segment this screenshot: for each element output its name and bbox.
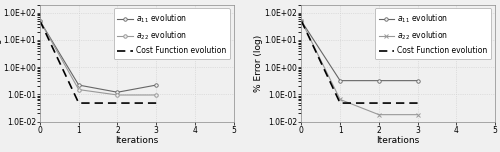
Legend: $a_{11}$ evolution, $a_{22}$ evolution, Cost Function evolution: $a_{11}$ evolution, $a_{22}$ evolution, …: [114, 8, 230, 59]
Cost Function evolution: [114, 102, 120, 104]
Line: $a_{22}$ evolution: $a_{22}$ evolution: [38, 19, 158, 97]
Legend: $a_{11}$ evolution, $a_{22}$ evolution, Cost Function evolution: $a_{11}$ evolution, $a_{22}$ evolution, …: [375, 8, 491, 59]
$a_{11}$ evolution: [76, 84, 82, 86]
$a_{11}$ evolution: [37, 20, 43, 22]
Cost Function evolution: [376, 102, 382, 104]
$a_{11}$ evolution: [376, 80, 382, 82]
$a_{22}$ evolution: [376, 114, 382, 116]
Y-axis label: % Error (log): % Error (log): [254, 35, 263, 92]
X-axis label: Iterations: Iterations: [376, 136, 420, 145]
$a_{11}$ evolution: [337, 80, 343, 82]
Line: $a_{11}$ evolution: $a_{11}$ evolution: [300, 19, 420, 82]
Cost Function evolution: [298, 20, 304, 22]
Line: $a_{22}$ evolution: $a_{22}$ evolution: [300, 19, 420, 116]
Line: Cost Function evolution: Cost Function evolution: [40, 21, 156, 103]
Cost Function evolution: [337, 102, 343, 104]
$a_{22}$ evolution: [337, 98, 343, 100]
$a_{22}$ evolution: [37, 20, 43, 22]
Line: $a_{11}$ evolution: $a_{11}$ evolution: [38, 19, 158, 94]
$a_{22}$ evolution: [153, 94, 159, 96]
$a_{22}$ evolution: [414, 114, 420, 116]
$a_{11}$ evolution: [114, 91, 120, 93]
$a_{11}$ evolution: [298, 20, 304, 22]
Cost Function evolution: [76, 102, 82, 104]
Cost Function evolution: [37, 20, 43, 22]
Cost Function evolution: [153, 102, 159, 104]
$a_{11}$ evolution: [414, 80, 420, 82]
$a_{11}$ evolution: [153, 84, 159, 86]
$a_{22}$ evolution: [76, 89, 82, 90]
Cost Function evolution: [414, 102, 420, 104]
$a_{22}$ evolution: [114, 94, 120, 96]
X-axis label: Iterations: Iterations: [115, 136, 158, 145]
Y-axis label: % Error (log): % Error (log): [0, 35, 2, 92]
$a_{22}$ evolution: [298, 20, 304, 22]
Line: Cost Function evolution: Cost Function evolution: [302, 21, 418, 103]
